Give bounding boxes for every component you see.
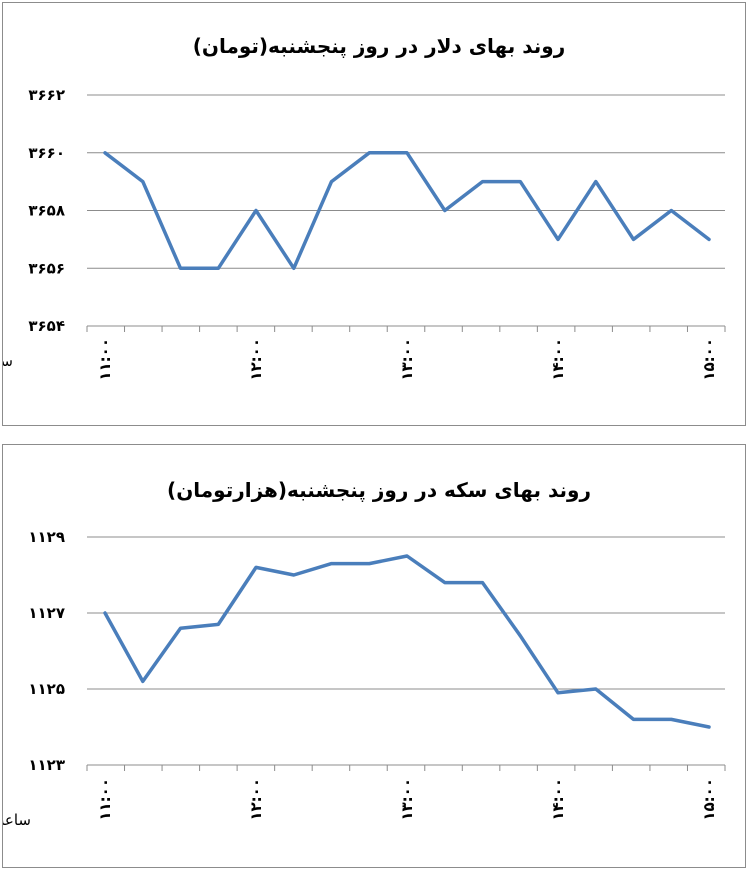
- series-line: [103, 554, 711, 729]
- y-tick-label: ۳۶۶۲: [28, 86, 65, 104]
- x-axis-label: ساعت: [3, 352, 13, 370]
- y-tick-label: ۳۶۵۶: [28, 259, 65, 277]
- series-line: [103, 151, 711, 271]
- x-tick-label: ۱۲:۰۰: [247, 338, 265, 381]
- x-tick-label: ۱۱:۰۰: [96, 338, 114, 381]
- y-tick-label: ۱۱۲۵: [28, 680, 65, 698]
- x-tick-label: ۱۵:۰۰: [700, 338, 718, 381]
- dollar-chart-panel: روند بهای دلار در روز پنجشنبه(تومان) ۳۶۵…: [2, 2, 746, 426]
- dollar-chart: روند بهای دلار در روز پنجشنبه(تومان) ۳۶۵…: [3, 34, 726, 381]
- y-tick-label: ۳۶۵۴: [28, 317, 65, 335]
- chart-title: روند بهای سکه در روز پنجشنبه(هزارتومان): [167, 478, 591, 503]
- x-tick-label: ۱۳:۰۰: [398, 338, 416, 381]
- y-tick-label: ۱۱۲۷: [28, 604, 65, 622]
- x-tick-label: ۱۴:۰۰: [549, 778, 567, 821]
- y-tick-label: ۳۶۶۰: [28, 144, 65, 162]
- coin-chart: روند بهای سکه در روز پنجشنبه(هزارتومان) …: [3, 478, 726, 829]
- x-tick-label: ۱۵:۰۰: [700, 778, 718, 821]
- x-tick-label: ۱۳:۰۰: [398, 778, 416, 821]
- y-tick-label: ۱۱۲۳: [28, 756, 65, 774]
- x-tick-label: ۱۴:۰۰: [549, 338, 567, 381]
- x-axis-label: ساعت: [3, 811, 31, 829]
- coin-chart-panel: روند بهای سکه در روز پنجشنبه(هزارتومان) …: [2, 444, 746, 868]
- x-tick-label: ۱۱:۰۰: [96, 778, 114, 821]
- y-tick-label: ۳۶۵۸: [28, 202, 65, 220]
- y-tick-label: ۱۱۲۹: [28, 528, 65, 546]
- chart-title: روند بهای دلار در روز پنجشنبه(تومان): [193, 34, 565, 59]
- x-tick-label: ۱۲:۰۰: [247, 778, 265, 821]
